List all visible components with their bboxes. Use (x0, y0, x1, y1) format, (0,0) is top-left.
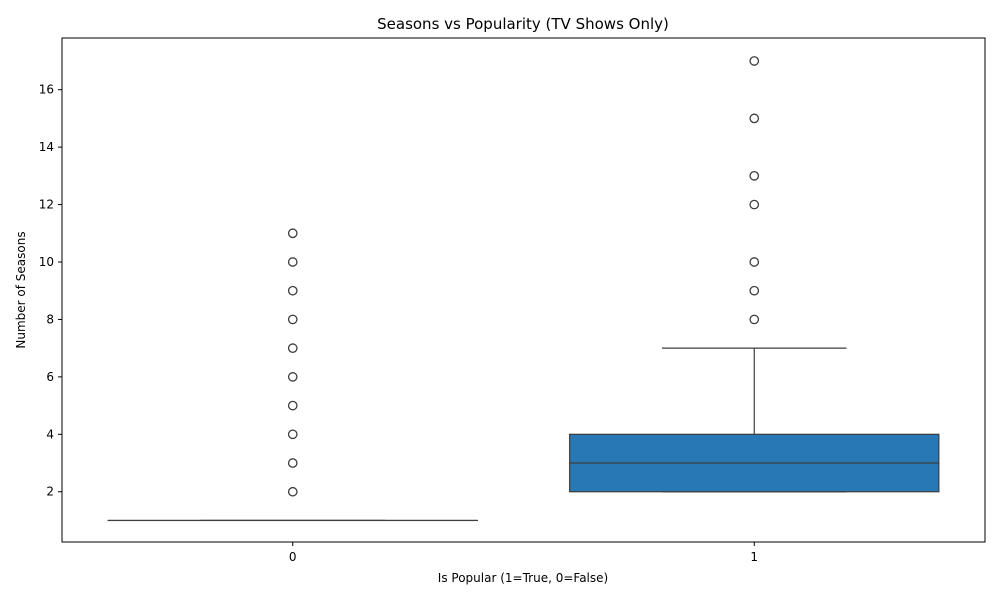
outlier-point-category-0 (287, 458, 298, 468)
box-group-category-1 (569, 56, 940, 493)
outlier-point-category-0 (287, 343, 298, 354)
plot-frame (61, 37, 986, 543)
axes: 2 4 6 8 10 12 14 16 0 1 (39, 37, 986, 564)
chart-title: Seasons vs Popularity (TV Shows Only) (377, 15, 669, 33)
outlier-point-category-1 (749, 113, 760, 124)
outlier-point-category-0 (287, 429, 298, 440)
outlier-point-category-1 (749, 199, 760, 210)
y-axis-label: Number of Seasons (14, 231, 28, 348)
x-axis-label: Is Popular (1=True, 0=False) (438, 571, 608, 585)
outlier-point-category-0 (287, 285, 298, 296)
box-group-category-0 (107, 228, 478, 522)
x-tick-label: 0 (289, 550, 297, 564)
x-tick-label: 1 (750, 550, 758, 564)
y-tick-label: 16 (39, 83, 54, 97)
y-tick-label: 10 (39, 255, 54, 269)
y-tick-label: 2 (46, 485, 54, 499)
outlier-point-category-1 (749, 314, 760, 325)
y-tick-label: 4 (46, 427, 54, 441)
outlier-point-category-0 (287, 314, 298, 325)
outlier-point-category-1 (749, 257, 760, 267)
outlier-point-category-0 (287, 486, 298, 497)
y-tick-label: 12 (39, 198, 54, 212)
y-tick-label: 8 (46, 312, 54, 326)
outlier-point-category-0 (287, 257, 298, 267)
outlier-point-category-1 (749, 56, 760, 66)
outlier-point-category-0 (287, 400, 298, 411)
plot-area (107, 56, 940, 522)
y-tick-label: 6 (46, 370, 54, 384)
y-tick-label: 14 (39, 140, 54, 154)
outlier-point-category-1 (749, 170, 760, 181)
outlier-point-category-1 (749, 285, 760, 296)
outlier-point-category-0 (287, 372, 298, 382)
outlier-point-category-0 (287, 228, 298, 239)
